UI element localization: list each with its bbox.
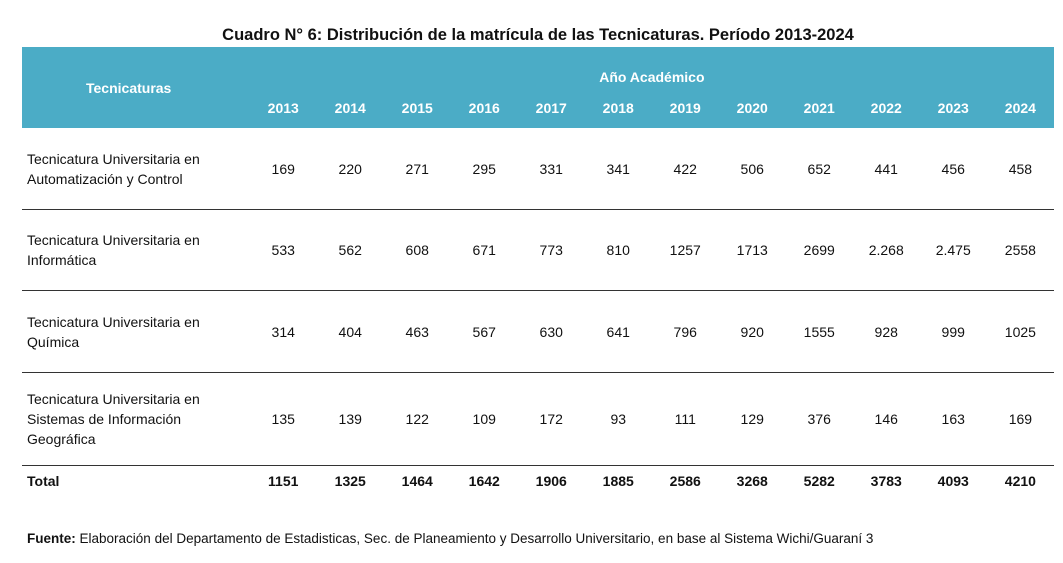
source-note: Fuente: Elaboración del Departamento de … <box>27 529 873 549</box>
column-header-year: 2019 <box>651 87 719 128</box>
table-cell: 2.268 <box>868 242 904 258</box>
table-cell: 441 <box>874 160 898 177</box>
table-cell: 404 <box>338 323 362 340</box>
column-header-year: 2020 <box>718 87 786 128</box>
source-label: Fuente: <box>27 531 76 546</box>
table-cell: 220 <box>338 160 362 177</box>
row-label: Tecnicatura Universitaria en Química <box>27 313 200 350</box>
table-cell: 341 <box>606 160 630 177</box>
total-cell: 1885 <box>602 473 634 489</box>
table-cell: 376 <box>807 411 831 427</box>
table-cell: 169 <box>271 160 295 177</box>
total-cell: 4093 <box>937 473 969 489</box>
column-header-year: 2016 <box>450 87 518 128</box>
total-cell: 3783 <box>870 473 902 489</box>
table-cell: 111 <box>674 411 696 427</box>
table-cell: 630 <box>539 323 563 340</box>
table-row: Tecnicatura Universitaria en Automatizac… <box>22 128 1054 210</box>
column-header-year: 2023 <box>919 87 987 128</box>
table-cell: 93 <box>610 411 627 427</box>
table-cell: 129 <box>740 411 764 427</box>
table-cell: 169 <box>1008 411 1033 427</box>
column-header-tecnicaturas: Tecnicaturas <box>22 47 250 128</box>
table-cell: 456 <box>941 160 965 177</box>
table-cell: 139 <box>338 411 362 427</box>
table-cell: 562 <box>338 242 362 258</box>
table-cell: 2699 <box>803 242 835 258</box>
table-cell: 999 <box>941 323 965 340</box>
table-row: Tecnicatura Universitaria en Informática… <box>22 210 1054 291</box>
table-cell: 1257 <box>669 242 701 258</box>
table-cell: 506 <box>740 160 764 177</box>
table-cell: 163 <box>941 411 965 427</box>
total-cell: 3268 <box>736 473 768 489</box>
table-cell: 533 <box>271 242 295 258</box>
table-cell: 2.475 <box>935 242 971 258</box>
table-cell: 458 <box>1008 160 1033 177</box>
table-cell: 810 <box>606 242 630 258</box>
table-cell: 1025 <box>1004 323 1036 340</box>
table-cell: 671 <box>472 242 496 258</box>
table-cell: 422 <box>673 160 697 177</box>
table-cell: 331 <box>539 160 563 177</box>
total-cell: 1906 <box>535 473 567 489</box>
table-cell: 1713 <box>736 242 768 258</box>
table-cell: 122 <box>405 411 429 427</box>
total-cell: 1642 <box>468 473 500 489</box>
table-body: Tecnicatura Universitaria en Automatizac… <box>22 128 1054 496</box>
table-row: Tecnicatura Universitaria en Química 314… <box>22 291 1054 373</box>
source-text: Elaboración del Departamento de Estadist… <box>79 531 874 546</box>
table-cell: 608 <box>405 242 429 258</box>
table-cell: 920 <box>740 323 764 340</box>
table-row: Tecnicatura Universitaria en Sistemas de… <box>22 373 1054 466</box>
table-cell: 146 <box>874 411 898 427</box>
table-header: Tecnicaturas Año Académico 2013 2014 201… <box>22 47 1054 128</box>
total-cell: 2586 <box>669 473 701 489</box>
table-title: Cuadro N° 6: Distribución de la matrícul… <box>222 26 854 44</box>
column-header-year: 2013 <box>249 87 317 128</box>
table-cell: 928 <box>874 323 898 340</box>
table-cell: 135 <box>271 411 295 427</box>
row-label: Tecnicatura Universitaria en Sistemas de… <box>27 391 200 447</box>
column-group-header-ano-academico: Año Académico <box>249 47 1054 87</box>
table-cell: 314 <box>271 323 295 340</box>
table-cell: 641 <box>606 323 630 340</box>
table-cell: 295 <box>472 160 496 177</box>
row-label: Tecnicatura Universitaria en Automatizac… <box>27 150 200 187</box>
total-cell: 1325 <box>334 473 366 489</box>
table-cell: 652 <box>807 160 831 177</box>
table-cell: 463 <box>405 323 429 340</box>
table-cell: 796 <box>673 323 697 340</box>
total-cell: 1151 <box>268 473 299 489</box>
total-row: Total 1151 1325 1464 1642 1906 1885 2586… <box>22 466 1054 497</box>
row-label: Tecnicatura Universitaria en Informática <box>27 232 200 268</box>
table-cell: 172 <box>539 411 563 427</box>
table-cell: 109 <box>472 411 496 427</box>
column-header-year: 2018 <box>584 87 652 128</box>
column-header-year: 2014 <box>316 87 384 128</box>
total-cell: 4210 <box>1004 473 1036 489</box>
table-cell: 2558 <box>1004 242 1036 258</box>
table-cell: 773 <box>539 242 563 258</box>
total-cell: 1464 <box>401 473 433 489</box>
table-cell: 1555 <box>803 323 835 340</box>
column-header-year: 2015 <box>383 87 451 128</box>
total-cell: 5282 <box>803 473 835 489</box>
column-header-year: 2024 <box>986 87 1054 128</box>
enrollment-table: Tecnicaturas Año Académico 2013 2014 201… <box>22 47 1054 496</box>
column-header-year: 2022 <box>852 87 920 128</box>
column-header-year: 2017 <box>517 87 585 128</box>
table-cell: 271 <box>405 160 429 177</box>
total-label: Total <box>27 473 60 489</box>
column-header-year: 2021 <box>785 87 853 128</box>
table-cell: 567 <box>472 323 496 340</box>
